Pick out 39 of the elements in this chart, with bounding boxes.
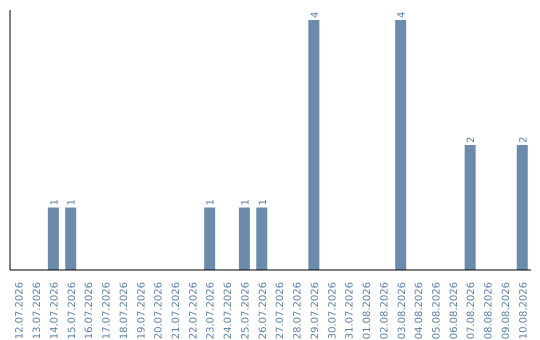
x-tick-label: 25.07.2026 (240, 282, 252, 340)
x-tick-label: 12.07.2026 (14, 282, 26, 340)
x-tick-label: 28.07.2026 (292, 282, 304, 340)
data-label: 1 (49, 199, 60, 206)
x-tick-label: 30.07.2026 (327, 282, 338, 340)
x-tick-label: 27.07.2026 (275, 282, 286, 340)
x-tick-label: 22.07.2026 (188, 282, 200, 340)
x-tick-label: 01.08.2026 (362, 282, 374, 340)
x-tick-label: 09.08.2026 (500, 282, 512, 340)
data-label: 1 (66, 199, 78, 206)
data-label: 1 (240, 199, 252, 206)
x-tick-label: 15.07.2026 (66, 282, 78, 340)
x-tick-label: 08.08.2026 (484, 282, 495, 340)
x-tick-label: 24.07.2026 (223, 282, 234, 340)
x-tick-label: 23.07.2026 (206, 282, 217, 340)
x-tick-label: 19.07.2026 (136, 282, 148, 340)
x-tick-label: 18.07.2026 (118, 282, 130, 340)
x-tick-label: 02.08.2026 (379, 282, 390, 340)
data-label: 1 (206, 199, 217, 206)
x-tick-label: 07.08.2026 (466, 282, 478, 340)
x-tick-label: 17.07.2026 (102, 282, 113, 340)
x-tick-label: 13.07.2026 (32, 282, 44, 340)
data-label: 2 (466, 136, 478, 143)
x-tick-label: 31.07.2026 (344, 282, 356, 340)
data-label: 4 (396, 12, 408, 18)
data-label: 4 (310, 12, 321, 18)
x-tick-label: 26.07.2026 (258, 282, 269, 340)
x-tick-label: 10.08.2026 (518, 282, 530, 340)
data-label: 1 (258, 199, 269, 206)
x-tick-label: 14.07.2026 (49, 282, 60, 340)
x-tick-label: 29.07.2026 (310, 282, 321, 340)
x-tick-label: 03.08.2026 (396, 282, 408, 340)
x-tick-label: 05.08.2026 (431, 282, 442, 340)
data-label: 2 (518, 136, 530, 143)
x-tick-label: 21.07.2026 (170, 282, 182, 340)
x-tick-label: 16.07.2026 (84, 282, 96, 340)
x-tick-label: 04.08.2026 (414, 282, 426, 340)
x-tick-label: 20.07.2026 (154, 282, 165, 340)
x-tick-label: 06.08.2026 (448, 282, 460, 340)
